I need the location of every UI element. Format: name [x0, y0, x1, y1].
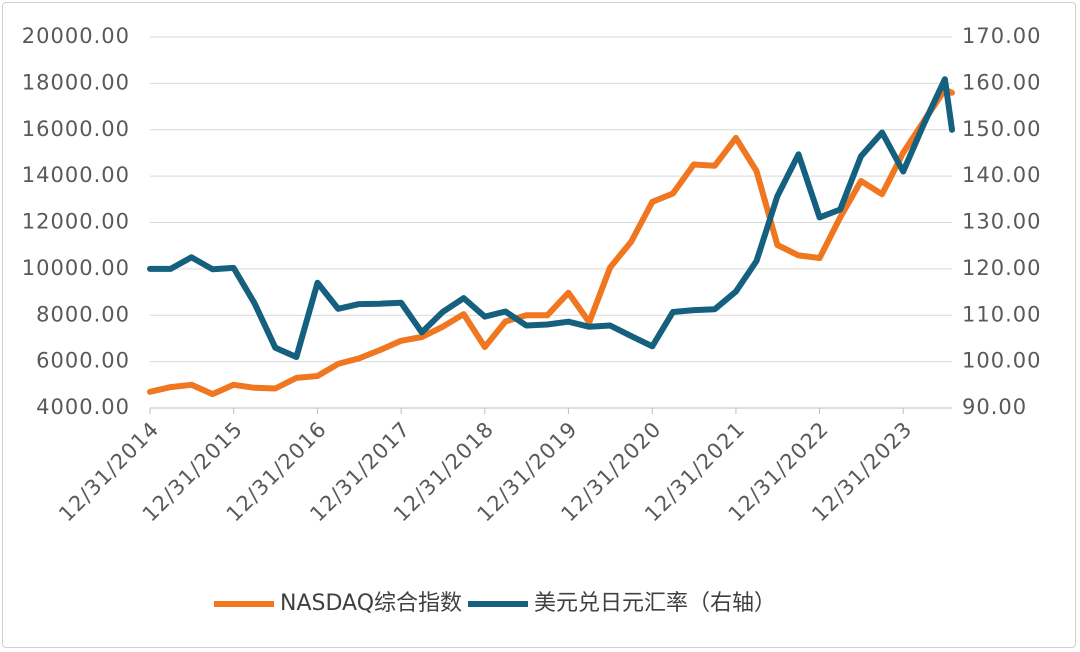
y2-tick-label: 150.00 — [962, 117, 1041, 141]
y2-tick-label: 160.00 — [962, 70, 1041, 94]
legend-label: 美元兑日元汇率（右轴） — [534, 591, 776, 616]
y2-tick-label: 140.00 — [962, 163, 1041, 187]
y2-tick-label: 110.00 — [962, 302, 1041, 326]
y-tick-label: 16000.00 — [22, 117, 130, 141]
y-tick-label: 4000.00 — [36, 395, 130, 419]
series-line — [147, 86, 955, 398]
y-tick-label: 12000.00 — [22, 210, 130, 234]
y-tick-label: 20000.00 — [22, 24, 130, 48]
y2-tick-label: 120.00 — [962, 256, 1041, 280]
y2-tick-label: 90.00 — [962, 395, 1027, 419]
series-line — [147, 76, 955, 360]
y2-tick-label: 130.00 — [962, 210, 1041, 234]
y-tick-label: 6000.00 — [36, 349, 130, 373]
y-tick-label: 10000.00 — [22, 256, 130, 280]
legend-label: NASDAQ综合指数 — [280, 591, 462, 616]
y-tick-label: 8000.00 — [36, 302, 130, 326]
y2-tick-label: 170.00 — [962, 24, 1041, 48]
y2-tick-label: 100.00 — [962, 349, 1041, 373]
legend: NASDAQ综合指数 美元兑日元汇率（右轴） — [214, 591, 776, 616]
y-tick-label: 14000.00 — [22, 163, 130, 187]
y-tick-label: 18000.00 — [22, 70, 130, 94]
